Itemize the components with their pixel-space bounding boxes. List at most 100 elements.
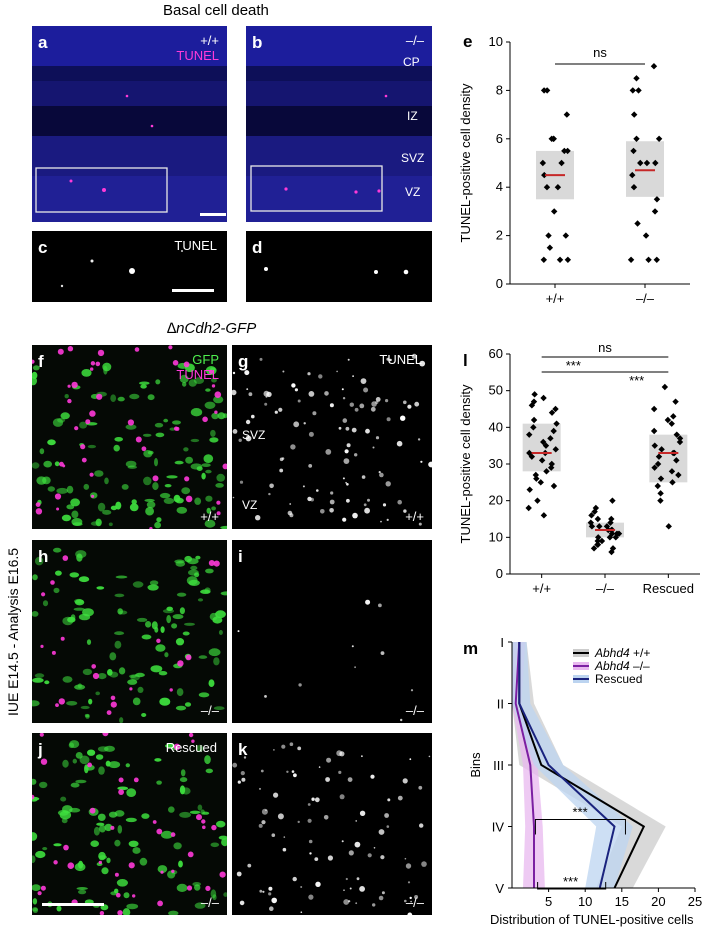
- tunel-cell: [184, 476, 190, 482]
- tunel-cell: [360, 378, 367, 384]
- gfp-cell: [132, 847, 141, 854]
- tunel-cell: [237, 780, 241, 784]
- gfp-cell: [96, 822, 105, 826]
- gfp-cell: [70, 782, 80, 788]
- gfp-cell: [121, 484, 129, 490]
- genotype-label-k: –/–: [405, 895, 424, 910]
- data-point: [564, 147, 571, 155]
- data-point: [558, 159, 565, 167]
- gfp-cell: [164, 484, 172, 488]
- gfp-cell: [102, 509, 112, 515]
- tunel-cell: [314, 797, 320, 803]
- gfp-cell: [43, 460, 52, 468]
- tissue-layers-a: [32, 26, 227, 222]
- tunel-cell: [219, 871, 226, 878]
- zone-label-svz-g: SVZ: [242, 428, 266, 442]
- gfp-cell: [171, 623, 178, 629]
- gfp-cell: [139, 857, 148, 866]
- tunel-cell: [363, 387, 369, 393]
- tunel-cell: [386, 825, 390, 828]
- gfp-cell: [74, 599, 85, 606]
- gfp-cell: [188, 579, 200, 586]
- tunel-cell: [385, 481, 391, 487]
- tunel-cell: [418, 785, 423, 790]
- tunel-cell: [286, 770, 289, 773]
- gfp-cell: [166, 475, 178, 479]
- tunel-cell: [63, 844, 69, 851]
- gfp-cell: [42, 847, 48, 851]
- tunel-cell: [60, 636, 65, 641]
- gfp-cell: [62, 805, 73, 814]
- tunel-cell: [320, 509, 325, 514]
- tunel-cell: [318, 374, 323, 379]
- data-point: [658, 446, 665, 453]
- gfp-cell: [215, 483, 224, 488]
- tunel-cell: [51, 650, 56, 655]
- tunel-cell: [168, 345, 173, 350]
- tunel-cell: [419, 360, 426, 367]
- tunel-cell: [341, 388, 344, 391]
- tunel-cell: [41, 592, 46, 597]
- panel-label-c: c: [38, 238, 48, 257]
- tunel-cell: [236, 871, 242, 877]
- data-point: [627, 256, 635, 263]
- gfp-cell: [32, 898, 38, 905]
- tunel-cell: [89, 472, 94, 477]
- gfp-cell: [125, 763, 130, 768]
- tunel-cell: [315, 881, 321, 887]
- gfp-cell: [197, 598, 204, 602]
- gfp-cell: [72, 758, 77, 764]
- tunel-cell: [380, 520, 382, 523]
- panel-label-a: a: [38, 33, 48, 52]
- tunel-cell: [397, 795, 403, 801]
- tunel-cell: [314, 857, 319, 861]
- tunel-cell: [293, 421, 300, 428]
- gfp-cell: [217, 412, 226, 420]
- gfp-cell: [155, 379, 161, 385]
- tunel-cell: [214, 410, 218, 414]
- tunel-cell: [414, 401, 420, 407]
- y-tick-label: 0: [496, 566, 503, 581]
- tunel-cell: [378, 829, 385, 835]
- tunel-cell: [141, 446, 147, 452]
- tunel-cell: [91, 494, 95, 498]
- data-point: [673, 457, 680, 464]
- gfp-cell: [160, 830, 173, 839]
- layer-label-iz: IZ: [407, 109, 418, 123]
- tunel-cell: [81, 457, 87, 463]
- data-point: [608, 515, 615, 523]
- gfp-cell: [181, 487, 191, 495]
- tunel-cell: [185, 654, 192, 661]
- x-tick-label: 15: [615, 894, 629, 909]
- tunel-cell: [251, 414, 255, 419]
- gfp-cell: [132, 581, 144, 588]
- gfp-cell: [95, 754, 104, 760]
- significance-label: ns: [593, 45, 607, 60]
- tunel-cell: [325, 449, 332, 455]
- gfp-cell: [149, 580, 159, 586]
- tunel-cell: [62, 464, 66, 468]
- tunel-cell: [400, 415, 406, 421]
- gfp-cell: [32, 376, 37, 386]
- gfp-cell: [204, 401, 216, 409]
- scale-bar: [42, 903, 104, 906]
- gfp-tunel-signal-j: [32, 733, 227, 915]
- chart-e: 0 2 4 6 8 10 TUNEL-positive cell density +/+ –/–…: [458, 34, 690, 306]
- gfp-cell: [87, 444, 96, 449]
- tunel-cell: [375, 436, 380, 440]
- gfp-cell: [39, 781, 48, 789]
- stain-label-tunel-f: TUNEL: [176, 367, 219, 382]
- gfp-cell: [142, 433, 152, 437]
- tunel-cell: [170, 832, 176, 837]
- layer-label-svz: SVZ: [401, 151, 425, 165]
- tunel-cell: [404, 899, 407, 903]
- tunel-cell: [410, 689, 414, 692]
- data-point: [676, 438, 684, 446]
- gfp-cell: [174, 559, 185, 564]
- gfp-cell: [82, 668, 93, 676]
- tunel-cell: [289, 503, 292, 505]
- gfp-cell: [88, 698, 93, 705]
- tunel-cell: [85, 419, 91, 425]
- tunel-cell: [92, 672, 100, 680]
- tunel-cell: [216, 511, 221, 516]
